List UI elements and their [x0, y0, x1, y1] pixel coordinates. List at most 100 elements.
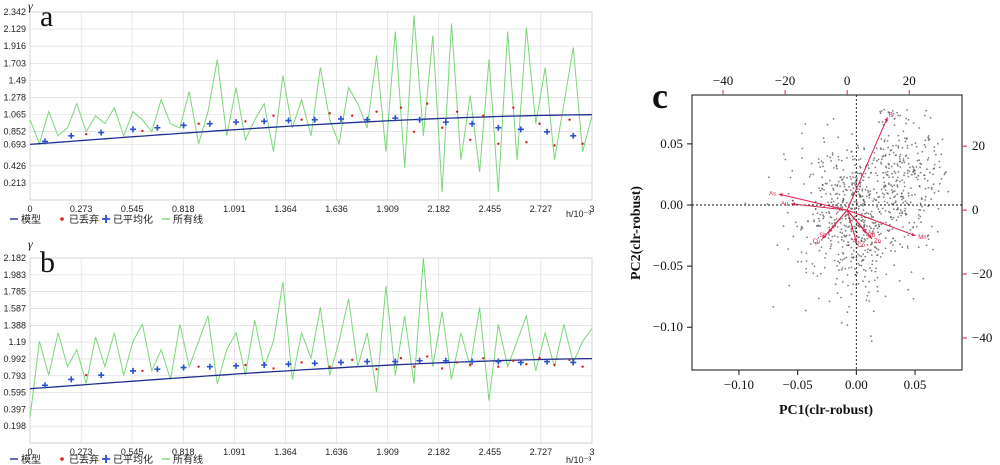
pca-point	[801, 157, 803, 160]
pca-point	[888, 111, 890, 114]
averaged-point	[180, 364, 187, 371]
averaged-point	[442, 119, 449, 126]
pca-point	[844, 188, 847, 191]
pca-point	[860, 255, 863, 258]
pca-point	[829, 247, 832, 250]
panel-b: 2.182 1.983 1.785 1.587 1.388 1.19 0.992 0.793 0…	[3, 237, 594, 465]
pca-point	[787, 192, 790, 195]
averaged-point	[261, 118, 268, 125]
pca-point	[840, 296, 842, 299]
pca-point	[852, 187, 855, 190]
averaged-point	[517, 359, 524, 366]
discarded-point	[497, 142, 500, 146]
pca-point	[837, 136, 840, 139]
pca-point	[854, 207, 856, 210]
pca-point	[850, 151, 853, 153]
pca-point	[874, 225, 877, 228]
discarded-point	[328, 365, 331, 368]
discarded-point	[469, 363, 472, 367]
pca-point	[920, 163, 923, 166]
pca-point	[879, 110, 881, 113]
pca-point	[905, 154, 908, 157]
loading-label: Au	[781, 201, 788, 207]
pca-point	[884, 172, 887, 174]
pca-point	[858, 205, 860, 208]
panel-b-y-symbol: γ	[28, 237, 33, 251]
pca-point	[871, 241, 873, 244]
pca-point	[927, 205, 929, 208]
pca-point	[907, 118, 910, 121]
pca-point	[894, 239, 897, 242]
top-tick-label: 20	[903, 73, 916, 88]
loading-arrowhead	[778, 193, 783, 197]
top-tick-label: 0	[844, 73, 851, 88]
discarded-point	[568, 118, 571, 121]
pca-point	[836, 236, 839, 238]
pca-point	[831, 222, 833, 225]
pca-point	[840, 206, 842, 209]
pca-point	[924, 187, 927, 190]
pca-point	[911, 143, 913, 146]
pca-point	[870, 254, 873, 256]
pca-point	[873, 198, 876, 200]
panel-a: 2.342 2.129 1.916 1.703 1.49 1.278 1.065 0.852 0…	[3, 0, 594, 226]
averaged-point	[285, 117, 292, 124]
pca-point	[854, 184, 856, 186]
pca-point	[892, 112, 895, 115]
pca-point	[897, 134, 900, 137]
right-tick-label: −20	[972, 266, 992, 281]
averaged-point	[416, 357, 423, 364]
pca-point	[837, 155, 840, 158]
pca-point	[846, 311, 849, 314]
pca-point	[891, 115, 894, 117]
pca-point	[893, 196, 895, 199]
pca-point	[835, 164, 838, 167]
y-tick-label: 1.065	[3, 110, 26, 120]
pca-point	[881, 192, 884, 195]
panel-c-zero-lines	[692, 95, 962, 370]
pca-point	[902, 197, 905, 200]
pca-point	[947, 190, 950, 193]
pca-point	[857, 159, 860, 161]
pca-point	[829, 193, 832, 196]
pca-point	[842, 169, 845, 171]
loading-label: Zn	[874, 239, 881, 245]
pca-point	[818, 249, 821, 252]
pca-point	[923, 174, 925, 177]
pca-point	[839, 185, 841, 188]
pca-point	[915, 225, 918, 228]
pca-point	[828, 234, 831, 236]
pca-point	[800, 260, 803, 263]
pca-point	[789, 176, 792, 179]
averaged-point	[495, 358, 502, 365]
pca-point	[782, 225, 785, 228]
pca-point	[864, 249, 867, 252]
discarded-point	[141, 369, 144, 373]
pca-point	[876, 180, 879, 183]
top-tick-label: −20	[775, 73, 795, 88]
pca-point	[941, 138, 944, 141]
pca-point	[861, 190, 864, 192]
pca-point	[888, 210, 890, 213]
pca-point	[896, 184, 899, 187]
pca-point	[850, 246, 853, 249]
pca-point	[882, 148, 885, 151]
pca-point	[918, 159, 920, 162]
pca-point	[863, 240, 865, 243]
y-tick-label: 1.983	[3, 270, 26, 280]
pca-point	[825, 192, 827, 195]
pca-point	[927, 238, 930, 241]
pca-point	[919, 171, 922, 174]
bottom-tick-label: 0.05	[904, 377, 927, 392]
pca-point	[843, 257, 846, 260]
model-curve	[29, 114, 593, 146]
x-tick-label: 2.727	[530, 204, 553, 214]
pca-point	[844, 215, 847, 218]
pca-point	[884, 210, 887, 212]
pca-point	[822, 217, 824, 220]
pca-point	[919, 166, 921, 169]
pca-point	[829, 156, 832, 159]
pca-point	[873, 246, 876, 248]
pca-point	[895, 144, 897, 147]
pca-point	[896, 193, 899, 196]
